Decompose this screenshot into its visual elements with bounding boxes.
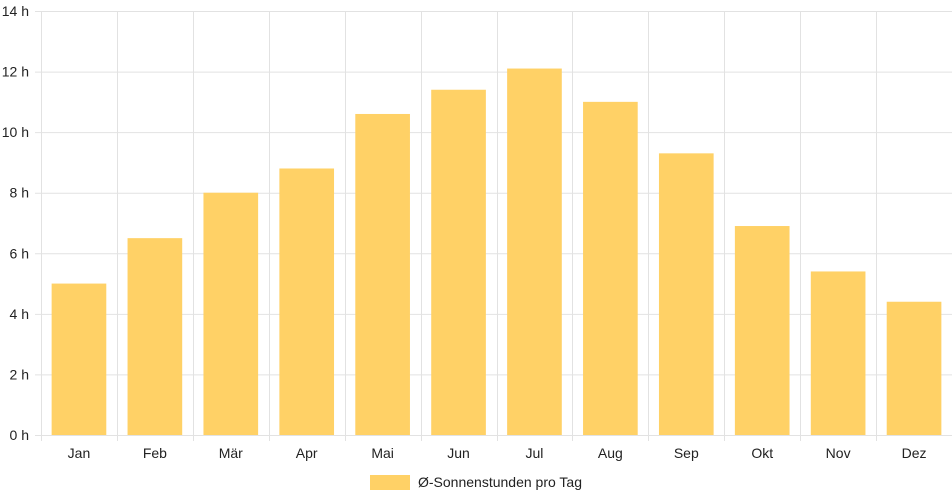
bar[interactable] [886, 301, 942, 435]
bar[interactable] [355, 113, 410, 435]
x-tick-label: Jul [526, 445, 544, 461]
bar[interactable] [810, 271, 866, 435]
bar[interactable] [203, 192, 259, 435]
bar[interactable] [127, 238, 183, 435]
x-tick-label: Apr [296, 445, 318, 461]
y-axis-ticks: 0 h 2 h 4 h 6 h 8 h 10 h 12 h 14 h [2, 3, 29, 443]
x-axis-ticks: Jan Feb Mär Apr Mai Jun Jul Aug Sep Okt Nov Dez [68, 445, 927, 461]
legend-swatch[interactable] [370, 475, 410, 490]
x-tick-label: Sep [674, 445, 699, 461]
y-tick-label: 4 h [10, 306, 29, 322]
y-tick-label: 10 h [2, 124, 29, 140]
bar[interactable] [583, 101, 638, 435]
x-tick-label: Aug [598, 445, 623, 461]
legend[interactable]: Ø-Sonnenstunden pro Tag [370, 474, 582, 490]
x-tick-label: Jan [68, 445, 91, 461]
y-tick-label: 0 h [10, 427, 29, 443]
x-tick-label: Mai [371, 445, 394, 461]
x-tick-label: Jun [447, 445, 470, 461]
legend-label[interactable]: Ø-Sonnenstunden pro Tag [418, 474, 582, 490]
bar[interactable] [658, 153, 714, 436]
y-tick-label: 14 h [2, 3, 29, 19]
x-tick-label: Mär [219, 445, 243, 461]
x-tick-label: Okt [751, 445, 773, 461]
x-tick-label: Nov [826, 445, 851, 461]
bars [51, 68, 942, 436]
x-tick-label: Dez [902, 445, 927, 461]
y-tick-label: 6 h [10, 245, 29, 261]
bar[interactable] [734, 226, 790, 435]
bar[interactable] [279, 168, 335, 435]
y-tick-label: 2 h [10, 366, 29, 382]
y-tick-label: 12 h [2, 64, 29, 80]
bar[interactable] [51, 283, 107, 435]
bar[interactable] [431, 89, 486, 435]
y-tick-label: 8 h [10, 185, 29, 201]
bar[interactable] [507, 68, 562, 436]
grid-lines [35, 11, 952, 441]
x-tick-label: Feb [143, 445, 167, 461]
